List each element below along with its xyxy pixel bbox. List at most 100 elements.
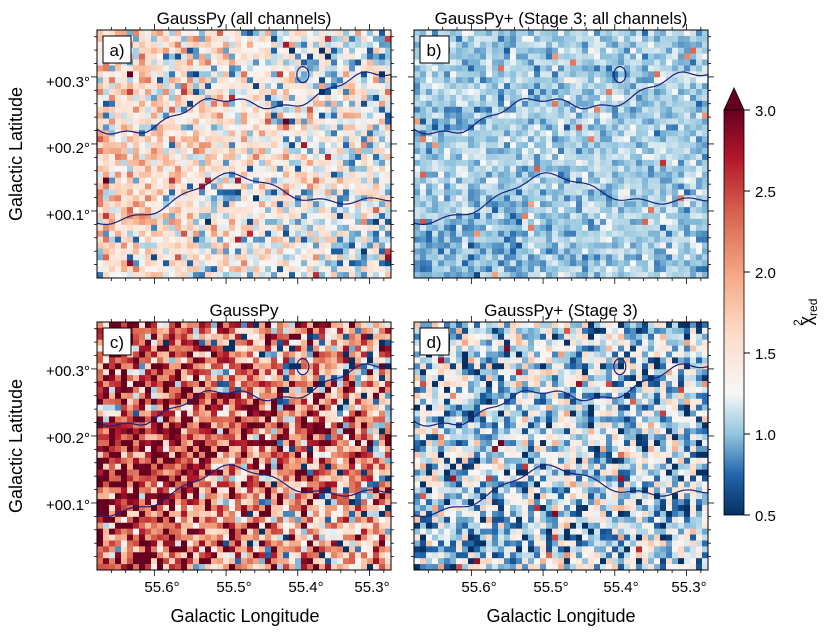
heatmap-cell: [325, 35, 332, 43]
heatmap-cell: [247, 386, 254, 394]
heatmap-cell: [181, 207, 188, 214]
heatmap-cell: [313, 207, 320, 214]
heatmap-cell: [331, 218, 338, 226]
heatmap-cell: [504, 177, 511, 184]
heatmap-cell: [600, 183, 607, 190]
heatmap-cell: [223, 213, 230, 220]
heatmap-cell: [331, 100, 338, 108]
heatmap-cell: [528, 254, 535, 261]
heatmap-cell: [486, 260, 493, 267]
heatmap-cell: [696, 53, 703, 60]
heatmap-cell: [343, 89, 350, 96]
heatmap-cell: [361, 369, 368, 376]
region-contour-loop: [296, 65, 310, 84]
heatmap-cell: [564, 106, 571, 113]
heatmap-cell: [534, 59, 541, 66]
heatmap-cell: [582, 100, 589, 108]
heatmap-cell: [343, 351, 350, 358]
heatmap-cell: [319, 53, 326, 60]
heatmap-cell: [606, 195, 613, 202]
heatmap-cell: [696, 136, 703, 143]
heatmap-cell: [277, 47, 284, 54]
heatmap-cell: [678, 47, 685, 54]
heatmap-cell: [385, 369, 392, 376]
heatmap-cell: [313, 386, 320, 394]
heatmap-cell: [385, 41, 392, 49]
heatmap-cell: [133, 260, 140, 267]
heatmap-cell: [283, 266, 290, 273]
heatmap-cell: [223, 83, 230, 90]
heatmap-cell: [678, 83, 685, 90]
heatmap-cell: [498, 106, 505, 113]
heatmap-cell: [325, 136, 332, 143]
heatmap-cell: [672, 148, 679, 155]
heatmap-cell: [163, 30, 170, 37]
heatmap-cell: [175, 236, 182, 243]
heatmap-cell: [313, 159, 320, 167]
heatmap-cell: [570, 83, 577, 90]
heatmap-cell: [379, 381, 386, 388]
heatmap-cell: [552, 236, 559, 243]
heatmap-cell: [582, 136, 589, 143]
heatmap-cell: [181, 236, 188, 243]
heatmap-cell: [301, 322, 308, 329]
heatmap-cell: [468, 77, 475, 84]
heatmap-cell: [355, 369, 362, 376]
heatmap-cell: [534, 94, 541, 102]
heatmap-cell: [247, 159, 254, 167]
heatmap-cell: [642, 272, 649, 279]
heatmap-cell: [702, 148, 709, 155]
heatmap-cell: [480, 189, 487, 196]
heatmap-cell: [223, 327, 230, 335]
heatmap-cell: [660, 130, 667, 137]
heatmap-cell: [510, 142, 517, 149]
heatmap-cell: [636, 159, 643, 167]
heatmap-cell: [570, 130, 577, 137]
heatmap-cell: [169, 195, 176, 202]
heatmap-cell: [139, 381, 146, 388]
heatmap-cell: [229, 89, 236, 96]
heatmap-cell: [199, 177, 206, 184]
heatmap-cell: [307, 35, 314, 43]
heatmap-cell: [181, 30, 188, 37]
heatmap-cell: [540, 30, 547, 37]
heatmap-cell: [229, 327, 236, 335]
heatmap-cell: [522, 171, 529, 178]
heatmap-cell: [606, 201, 613, 208]
heatmap-cell: [103, 386, 110, 394]
heatmap-cell: [600, 224, 607, 232]
heatmap-cell: [558, 65, 565, 72]
heatmap-cell: [522, 177, 529, 184]
heatmap-cell: [636, 112, 643, 119]
heatmap-cell: [205, 375, 212, 382]
heatmap-cell: [241, 386, 248, 394]
heatmap-cell: [283, 398, 290, 405]
heatmap-cell: [223, 218, 230, 226]
heatmap-cell: [325, 94, 332, 102]
heatmap-cell: [313, 345, 320, 352]
heatmap-cell: [624, 100, 631, 108]
heatmap-cell: [492, 41, 499, 49]
heatmap-cell: [696, 266, 703, 273]
heatmap-cell: [169, 142, 176, 149]
heatmap-cell: [468, 100, 475, 108]
heatmap-cell: [426, 154, 433, 161]
heatmap-cell: [241, 327, 248, 335]
heatmap-cell: [462, 183, 469, 190]
heatmap-cell: [618, 130, 625, 137]
heatmap-cell: [432, 65, 439, 72]
heatmap-cell: [313, 218, 320, 226]
heatmap-cell: [492, 136, 499, 143]
heatmap-cell: [163, 177, 170, 184]
heatmap-cell: [259, 30, 266, 37]
heatmap-cell: [283, 71, 290, 78]
heatmap-cell: [367, 94, 374, 102]
heatmap-cell: [552, 112, 559, 119]
heatmap-cell: [115, 236, 122, 243]
heatmap-cell: [546, 136, 553, 143]
heatmap-cell: [486, 53, 493, 60]
heatmap-cell: [301, 171, 308, 178]
heatmap-cell: [516, 106, 523, 113]
heatmap-cell: [648, 59, 655, 66]
heatmap-cell: [564, 230, 571, 237]
